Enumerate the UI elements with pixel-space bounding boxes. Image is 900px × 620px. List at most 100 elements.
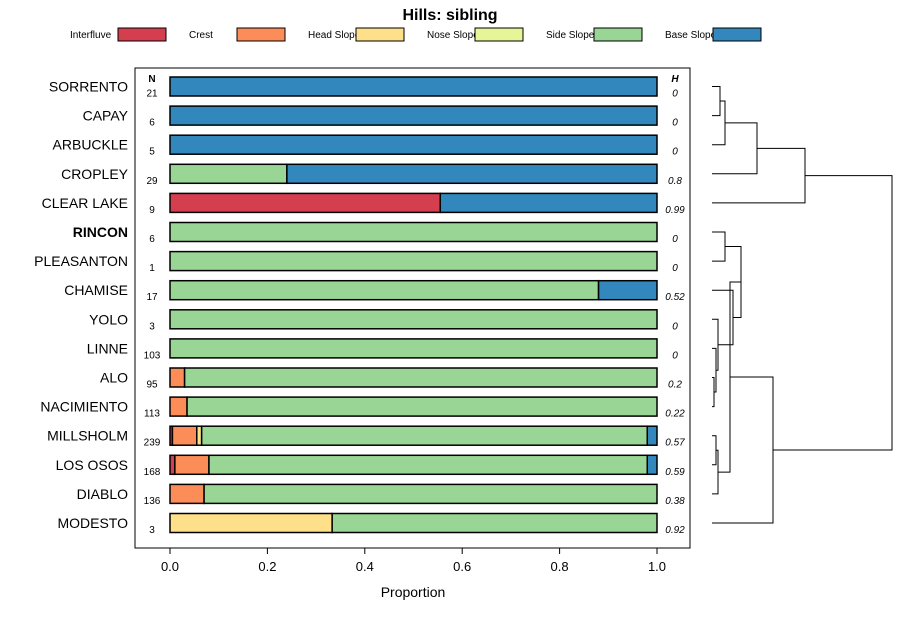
- bar-segment-yolo-side-slope: [169, 309, 658, 330]
- n-value-cropley: 29: [146, 176, 158, 187]
- x-tick-label: 0.8: [551, 559, 569, 574]
- legend-label-base-slope: Base Slope: [665, 30, 717, 41]
- n-value-rincon: 6: [149, 234, 155, 245]
- h-value-chamise: 0.52: [665, 292, 685, 303]
- bar-segment-clear-lake-interfluve: [169, 192, 442, 214]
- bar-segment-sorrento-base-slope: [169, 76, 658, 97]
- row-label-yolo: YOLO: [89, 311, 128, 327]
- n-value-pleasanton: 1: [149, 263, 155, 274]
- h-value-nacimiento: 0.22: [665, 409, 685, 420]
- row-label-clear-lake: CLEAR LAKE: [42, 195, 128, 211]
- h-value-cropley: 0.8: [668, 176, 682, 187]
- legend-label-nose-slope: Nose Slope: [427, 30, 479, 41]
- h-value-diablo: 0.38: [665, 496, 685, 507]
- n-value-capay: 6: [149, 118, 155, 129]
- row-label-sorrento: SORRENTO: [49, 79, 128, 95]
- n-value-millsholm: 239: [144, 438, 161, 449]
- legend-swatch-base-slope: [712, 27, 762, 42]
- n-value-nacimiento: 113: [144, 409, 160, 420]
- row-label-chamise: CHAMISE: [64, 282, 128, 298]
- n-value-modesto: 3: [149, 525, 155, 536]
- bar-segment-diablo-side-slope: [203, 483, 658, 505]
- row-label-arbuckle: ARBUCKLE: [53, 137, 128, 153]
- n-value-los-osos: 168: [144, 467, 161, 478]
- legend-swatch-interfluve: [117, 27, 167, 42]
- bar-segment-los-osos-side-slope: [208, 454, 649, 476]
- bar-segment-alo-crest: [169, 367, 186, 388]
- row-label-nacimiento: NACIMIENTO: [40, 399, 128, 415]
- row-label-linne: LINNE: [87, 340, 128, 356]
- h-value-pleasanton: 0: [672, 263, 678, 274]
- bar-segment-los-osos-base-slope: [646, 454, 658, 476]
- legend: Interfluve Crest Head Slope Nose Slope Side …: [70, 27, 762, 42]
- h-value-sorrento: 0: [672, 89, 678, 100]
- dendrogram: [712, 86, 893, 524]
- legend-swatch-head-slope: [355, 27, 405, 42]
- bar-segment-millsholm-crest: [171, 425, 198, 446]
- x-tick-label: 0.4: [356, 559, 374, 574]
- n-value-arbuckle: 5: [149, 147, 155, 158]
- bar-segment-millsholm-base-slope: [646, 425, 658, 446]
- dendrogram-link: [712, 377, 715, 408]
- dendrogram-link: [712, 147, 806, 204]
- n-column-header: N: [148, 74, 155, 85]
- row-label-modesto: MODESTO: [57, 515, 128, 531]
- legend-label-head-slope: Head Slope: [308, 30, 361, 41]
- row-label-millsholm: MILLSHOLM: [47, 428, 128, 444]
- n-value-yolo: 3: [149, 321, 155, 332]
- bar-segment-chamise-side-slope: [169, 279, 600, 301]
- dendrogram-link: [712, 122, 758, 175]
- dendrogram-link: [712, 86, 721, 117]
- bar-segment-cropley-side-slope: [169, 163, 288, 185]
- x-tick-label: 1.0: [648, 559, 666, 574]
- h-value-rincon: 0: [672, 234, 678, 245]
- n-value-chamise: 17: [146, 292, 158, 303]
- legend-swatch-nose-slope: [474, 27, 524, 42]
- bar-segment-capay-base-slope: [169, 105, 658, 126]
- n-value-diablo: 136: [144, 496, 161, 507]
- plot-frame: [134, 67, 691, 549]
- row-label-pleasanton: PLEASANTON: [34, 253, 128, 269]
- bar-segment-linne-side-slope: [169, 338, 658, 359]
- h-value-alo: 0.2: [668, 380, 682, 391]
- dendrogram-link: [712, 318, 719, 371]
- row-label-rincon: RINCON: [73, 224, 128, 240]
- legend-label-crest: Crest: [189, 30, 213, 41]
- x-axis-label: Proportion: [381, 584, 446, 600]
- rows: SORRENTO 21 0 CAPAY 6 0 ARBUCKLE 5 0 CROPLEY 29 0.8…: [34, 76, 685, 536]
- row-label-capay: CAPAY: [83, 108, 129, 124]
- h-column-header: H: [671, 74, 679, 85]
- h-value-millsholm: 0.57: [665, 438, 685, 449]
- h-value-yolo: 0: [672, 321, 678, 332]
- n-value-alo: 95: [146, 380, 158, 391]
- row-label-cropley: CROPLEY: [61, 166, 129, 182]
- row-label-los-osos: LOS OSOS: [56, 457, 128, 473]
- bar-segment-arbuckle-base-slope: [169, 134, 658, 155]
- bar-segment-alo-side-slope: [183, 367, 658, 388]
- legend-swatch-side-slope: [593, 27, 643, 42]
- bar-segment-los-osos-crest: [174, 454, 210, 476]
- bar-segment-nacimiento-crest: [169, 396, 188, 417]
- bar-segment-modesto-head-slope: [169, 512, 333, 534]
- bar-segment-pleasanton-side-slope: [169, 250, 658, 272]
- bar-segment-modesto-side-slope: [331, 512, 658, 534]
- legend-label-interfluve: Interfluve: [70, 30, 112, 41]
- dendrogram-link: [712, 376, 774, 524]
- bar-segment-millsholm-side-slope: [200, 425, 649, 446]
- n-value-clear-lake: 9: [149, 205, 155, 216]
- bar-segment-diablo-crest: [169, 483, 205, 505]
- bar-segment-nacimiento-side-slope: [186, 396, 658, 417]
- bar-segment-clear-lake-base-slope: [439, 192, 658, 214]
- row-label-alo: ALO: [100, 370, 128, 386]
- h-value-los-osos: 0.59: [665, 467, 685, 478]
- n-value-sorrento: 21: [146, 89, 158, 100]
- bar-segment-chamise-base-slope: [597, 279, 658, 301]
- x-tick-label: 0.6: [453, 559, 471, 574]
- x-tick-label: 0.0: [161, 559, 179, 574]
- x-axis: 0.0 0.2 0.4 0.6 0.8 1.0: [161, 548, 666, 574]
- x-tick-label: 0.2: [258, 559, 276, 574]
- h-value-modesto: 0.92: [665, 525, 685, 536]
- n-value-linne: 103: [144, 350, 161, 361]
- h-value-clear-lake: 0.99: [665, 205, 685, 216]
